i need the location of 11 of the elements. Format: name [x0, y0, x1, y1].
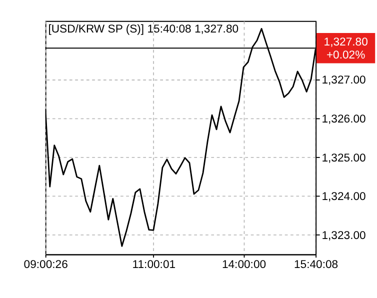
x-tick-label: 11:00:01: [132, 259, 176, 271]
x-tick-label: 15:40:08: [294, 259, 338, 271]
y-tick-label: 1,324.00: [322, 191, 366, 204]
chart-title: [USD/KRW SP (S)] 15:40:08 1,327.80: [48, 23, 239, 36]
ref-line-label: 1,327.80 +0.02%: [324, 36, 368, 62]
y-tick-label: 1,327.00: [322, 74, 366, 87]
y-tick-label: 1,326.00: [322, 113, 366, 126]
y-tick-label: 1,325.00: [322, 152, 366, 164]
x-tick-label: 09:00:26: [24, 259, 68, 271]
y-tick-label: 1,323.00: [322, 230, 366, 242]
x-tick-label: 14:00:00: [222, 259, 266, 271]
